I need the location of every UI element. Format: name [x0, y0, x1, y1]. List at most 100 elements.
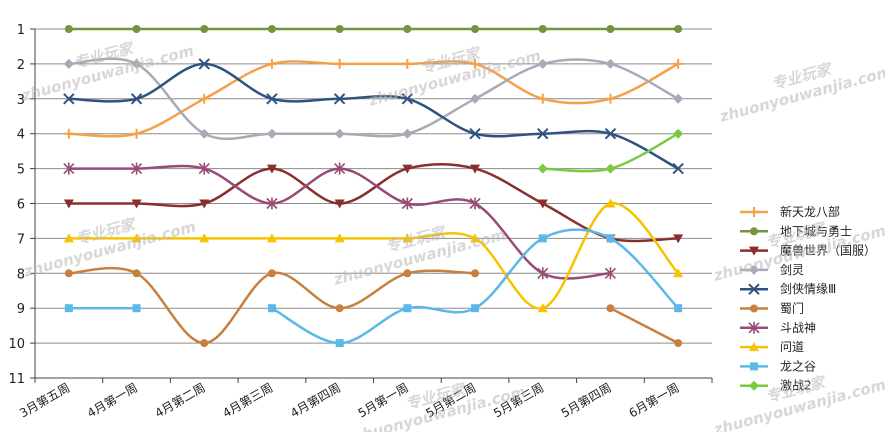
data-point [538, 234, 547, 243]
data-point [604, 127, 617, 140]
legend-marker [750, 227, 758, 236]
x-tick-label: 4月第二周 [153, 380, 208, 420]
legend-entry: 问道 [740, 340, 804, 354]
data-point [674, 339, 683, 348]
data-point [605, 163, 616, 174]
data-point [267, 304, 276, 313]
data-point [471, 269, 480, 278]
legend-entry: 地下城与勇士 [740, 224, 852, 238]
data-point [266, 58, 277, 69]
legend-entry: 斗战神 [740, 321, 816, 335]
data-point [63, 58, 74, 69]
data-point [403, 25, 412, 33]
data-point [537, 199, 548, 209]
y-tick-label: 7 [17, 232, 25, 247]
y-tick-label: 1 [17, 23, 25, 38]
data-point [199, 128, 210, 139]
data-point [334, 199, 345, 209]
data-point [401, 93, 414, 105]
data-point [132, 25, 141, 33]
series-line [68, 202, 680, 310]
data-point [402, 164, 413, 174]
y-tick-label: 8 [17, 267, 25, 282]
series-9 [537, 128, 684, 174]
data-point [673, 268, 684, 278]
data-point [63, 93, 75, 105]
series-7 [63, 198, 684, 313]
legend-label: 蜀门 [780, 301, 804, 316]
data-point [132, 304, 141, 313]
data-point [605, 93, 616, 104]
data-point [538, 25, 547, 33]
data-point [537, 93, 548, 104]
series-6 [63, 162, 617, 280]
y-tick-label: 2 [17, 58, 25, 73]
data-point [402, 233, 413, 243]
legend-entry: 新天龙八部 [740, 204, 840, 219]
data-point [198, 162, 210, 175]
data-point [537, 163, 548, 174]
legend-label: 激战2 [780, 379, 812, 393]
series-0 [63, 58, 684, 139]
data-point [334, 58, 345, 69]
legend-marker [750, 362, 758, 371]
data-point [334, 128, 345, 139]
data-point [131, 199, 142, 209]
data-point [64, 25, 73, 33]
legend-marker [749, 380, 759, 391]
legend-label: 新天龙八部 [780, 204, 840, 219]
x-tick-label: 4月第一周 [85, 380, 140, 420]
legend-label: 斗战神 [780, 321, 816, 335]
series-line [68, 163, 679, 243]
legend-entry: 蜀门 [740, 301, 804, 316]
series-3 [63, 57, 684, 141]
data-point [63, 128, 74, 139]
legend-entry: 魔兽世界（国服） [740, 243, 876, 258]
series-line [68, 57, 679, 141]
data-point [333, 93, 346, 105]
y-tick-label: 11 [8, 372, 25, 387]
data-point [672, 162, 684, 175]
series-5 [64, 266, 683, 348]
data-point [606, 234, 615, 243]
data-point [200, 25, 209, 33]
data-point [334, 162, 346, 175]
series-line [68, 164, 611, 280]
legend-label: 龙之谷 [780, 359, 816, 373]
data-point [131, 58, 142, 69]
data-point [537, 303, 548, 313]
data-point [537, 267, 549, 280]
x-tick-label: 4月第三周 [220, 380, 275, 420]
legend-entry: 激战2 [740, 379, 812, 393]
data-point [604, 267, 617, 280]
data-point [335, 339, 344, 348]
legend-marker [749, 264, 759, 275]
data-point [132, 269, 141, 278]
data-point [335, 304, 344, 313]
data-point [199, 233, 210, 243]
legend-marker [749, 342, 759, 352]
series-lines [63, 25, 684, 348]
data-point [266, 128, 277, 139]
data-point [266, 197, 278, 210]
y-tick-label: 3 [17, 93, 25, 108]
data-point [403, 304, 412, 313]
data-point [131, 233, 142, 243]
data-point [64, 269, 73, 278]
data-point [471, 304, 480, 313]
data-point [470, 233, 481, 243]
data-point [130, 93, 143, 105]
series-8 [64, 228, 683, 348]
y-tick-label: 5 [17, 163, 25, 178]
data-point [470, 164, 481, 174]
legend-label: 剑侠情缘Ⅲ [780, 281, 836, 296]
data-point [64, 304, 73, 313]
series-1 [64, 25, 683, 33]
data-point [673, 128, 684, 139]
legend-marker [748, 283, 760, 295]
x-tick-label: 3月第五周 [17, 380, 72, 420]
